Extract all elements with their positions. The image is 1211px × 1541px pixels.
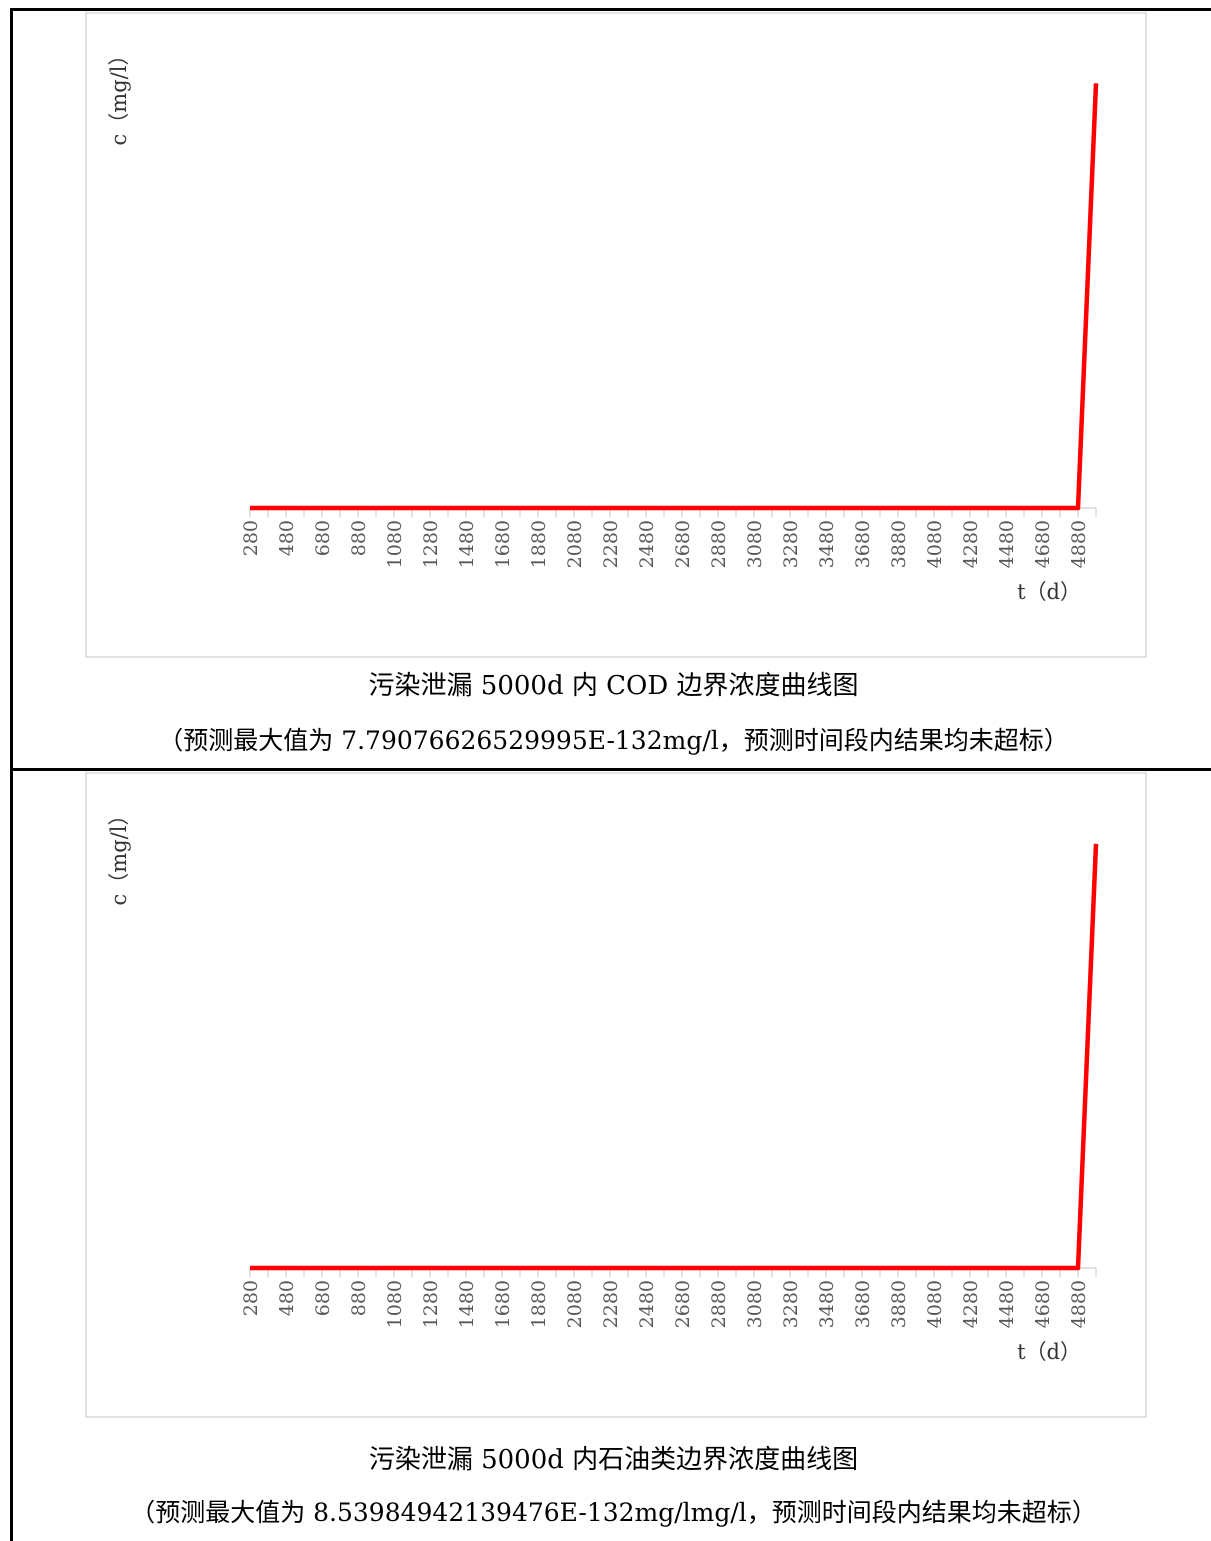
x-tick-label: 1680 (492, 1280, 514, 1328)
x-tick-label: 2080 (564, 1280, 586, 1328)
x-tick-label: 4280 (960, 1280, 982, 1328)
x-tick-label: 3080 (744, 1280, 766, 1328)
chart-cell-petroleum: 280 480 680 880 1080 1280 1480 1680 1880 2080 2280… (10, 768, 1211, 1541)
x-tick-label: 3280 (780, 1280, 802, 1328)
x-tick-label: 2280 (600, 1280, 622, 1328)
x-axis-label: t（d） (1017, 1340, 1081, 1364)
x-tick-label: 4080 (924, 1280, 946, 1328)
cod-series-line (250, 83, 1099, 511)
x-tick-label: 1880 (528, 520, 550, 568)
x-tick-label: 1280 (420, 520, 442, 568)
chart-subtitle: （预测最大值为 8.53984942139476E-132mg/lmg/l，预测… (130, 1498, 1097, 1527)
x-tick-label: 1480 (456, 1280, 478, 1328)
x-tick-label: 680 (312, 1280, 334, 1316)
chart-frame (85, 12, 1147, 658)
x-tick-label: 2680 (672, 520, 694, 568)
x-tick-label: 3080 (744, 520, 766, 568)
x-tick-label: 2480 (636, 520, 658, 568)
x-tick-label: 2880 (708, 520, 730, 568)
x-tick-label: 1080 (384, 520, 406, 568)
petroleum-concentration-chart: 280 480 680 880 1080 1280 1480 1680 1880 2080 2280… (85, 772, 1147, 1418)
x-tick-label: 4880 (1068, 520, 1090, 568)
y-axis-label: c（mg/l） (107, 45, 131, 146)
x-tick-label: 2280 (600, 520, 622, 568)
x-tick-label: 2480 (636, 1280, 658, 1328)
x-tick-label: 280 (240, 1280, 262, 1316)
chart-title: 污染泄漏 5000d 内 COD 边界浓度曲线图 (368, 671, 859, 701)
chart-subtitle: （预测最大值为 7.79076626529995E-132mg/l，预测时间段内… (158, 726, 1069, 755)
x-tick-label: 2680 (672, 1280, 694, 1328)
x-axis-tick-labels: 280 480 680 880 1080 1280 1480 1680 1880 2080 2280… (240, 520, 1090, 568)
x-tick-label: 1280 (420, 1280, 442, 1328)
x-tick-label: 3680 (852, 1280, 874, 1328)
x-tick-label: 3480 (816, 1280, 838, 1328)
chart-cell-cod: 280 480 680 880 1080 1280 1480 1680 1880 2080 2280… (10, 8, 1211, 771)
x-tick-label: 4680 (1032, 520, 1054, 568)
x-tick-label: 480 (276, 520, 298, 556)
chart-title: 污染泄漏 5000d 内石油类边界浓度曲线图 (368, 1445, 859, 1475)
x-tick-label: 4680 (1032, 1280, 1054, 1328)
x-axis-tick-labels: 280 480 680 880 1080 1280 1480 1680 1880 2080 2280… (240, 1280, 1090, 1328)
x-tick-label: 3880 (888, 1280, 910, 1328)
x-tick-label: 880 (348, 520, 370, 556)
x-tick-label: 4080 (924, 520, 946, 568)
x-tick-label: 3680 (852, 520, 874, 568)
x-tick-label: 3480 (816, 520, 838, 568)
chart-frame (85, 772, 1147, 1418)
x-tick-label: 4880 (1068, 1280, 1090, 1328)
petroleum-series-line (250, 843, 1099, 1271)
x-tick-label: 680 (312, 520, 334, 556)
x-tick-label: 480 (276, 1280, 298, 1316)
x-tick-label: 1480 (456, 520, 478, 568)
x-tick-label: 3880 (888, 520, 910, 568)
x-tick-label: 1680 (492, 520, 514, 568)
x-tick-label: 280 (240, 520, 262, 556)
x-tick-label: 1880 (528, 1280, 550, 1328)
x-axis-label: t（d） (1017, 580, 1081, 604)
x-tick-label: 4480 (996, 520, 1018, 568)
cod-concentration-chart: 280 480 680 880 1080 1280 1480 1680 1880 2080 2280… (85, 12, 1147, 658)
x-tick-label: 880 (348, 1280, 370, 1316)
x-tick-label: 1080 (384, 1280, 406, 1328)
x-tick-label: 2880 (708, 1280, 730, 1328)
x-tick-label: 4480 (996, 1280, 1018, 1328)
x-tick-label: 4280 (960, 520, 982, 568)
x-tick-label: 3280 (780, 520, 802, 568)
y-axis-label: c（mg/l） (107, 805, 131, 906)
x-tick-label: 2080 (564, 520, 586, 568)
